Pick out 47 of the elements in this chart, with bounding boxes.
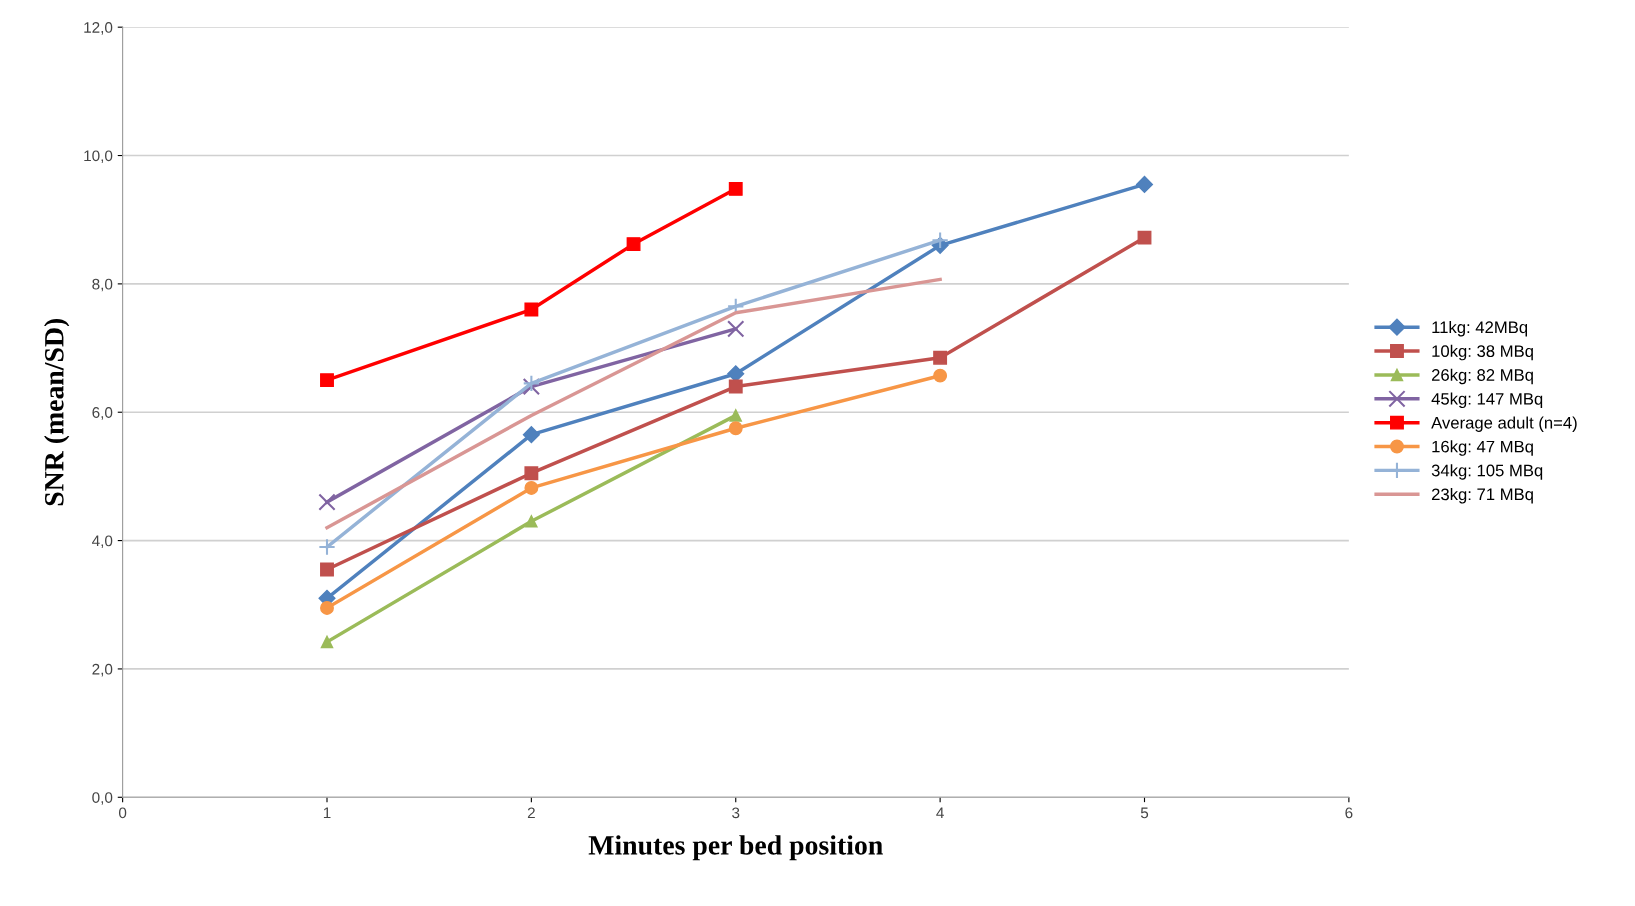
point <box>524 466 539 481</box>
point <box>320 635 334 649</box>
legend-label: 34kg: 105 MBq <box>1431 464 1543 480</box>
point <box>1137 230 1152 245</box>
y-tick-label: 6,0 <box>92 407 113 420</box>
y-tick-label: 4,0 <box>92 535 113 549</box>
line-series <box>325 277 942 530</box>
legend-label: 23kg: 71 MBq <box>1431 488 1533 504</box>
x-tick-label: 1 <box>323 807 331 819</box>
x-tick-label: 2 <box>527 807 535 819</box>
legend-label: 16kg: 47 MBq <box>1432 440 1533 456</box>
legend-label: 11kg: 42MBq <box>1432 320 1528 337</box>
point <box>524 481 539 495</box>
x-tick-label: 3 <box>732 807 740 819</box>
legend-label: 45kg: 147 MBq <box>1431 392 1543 409</box>
y-tick-label: 10,0 <box>84 150 113 164</box>
point <box>728 181 743 196</box>
point <box>729 409 743 422</box>
point <box>318 493 336 511</box>
point <box>728 379 743 394</box>
point <box>933 350 948 365</box>
legend-label: 26kg: 82 MBq <box>1431 368 1533 385</box>
x-tick-label: 4 <box>936 807 944 819</box>
y-tick-label: 0,0 <box>92 792 113 805</box>
y-tick-label: 12,0 <box>84 22 113 35</box>
legend-label: 10kg: 38 MBq <box>1432 344 1533 361</box>
point <box>728 421 743 436</box>
x-axis-title: Minutes per bed position <box>588 835 883 861</box>
point <box>320 373 334 388</box>
point <box>931 231 949 249</box>
point <box>1135 175 1154 193</box>
point <box>522 426 540 444</box>
point <box>320 562 334 577</box>
y-axis-title: SNR (mean/SD) <box>44 318 70 506</box>
point <box>626 237 641 252</box>
point <box>524 302 539 317</box>
x-tick-label: 0 <box>118 807 127 819</box>
x-tick-label: 5 <box>1140 807 1149 819</box>
point <box>525 515 538 528</box>
y-tick-label: 8,0 <box>92 278 113 292</box>
point <box>727 320 745 338</box>
point <box>318 538 336 556</box>
legend-label: Average adult (n=4) <box>1431 416 1577 432</box>
y-tick-label: 2,0 <box>92 663 113 677</box>
x-tick-label: 6 <box>1345 807 1353 819</box>
point <box>320 601 334 615</box>
point <box>933 368 948 383</box>
